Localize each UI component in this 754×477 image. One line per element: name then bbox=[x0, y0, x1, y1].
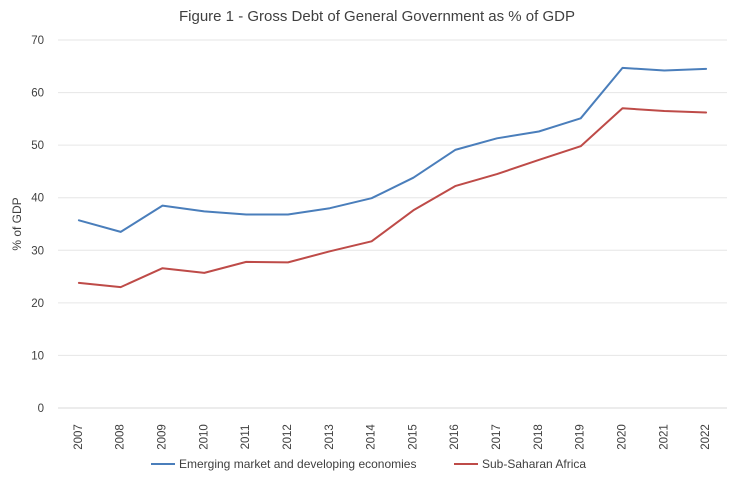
data-point bbox=[203, 210, 205, 212]
data-point bbox=[580, 145, 582, 147]
data-point bbox=[78, 219, 80, 221]
data-point bbox=[329, 207, 331, 209]
y-tick-label: 10 bbox=[31, 350, 44, 362]
y-tick-label: 0 bbox=[38, 403, 44, 415]
data-point bbox=[496, 173, 498, 175]
data-point bbox=[412, 177, 414, 179]
x-tick-label: 2009 bbox=[157, 424, 169, 450]
x-tick-label: 2010 bbox=[198, 424, 210, 450]
data-point bbox=[412, 209, 414, 211]
data-point bbox=[287, 214, 289, 216]
data-point bbox=[580, 117, 582, 119]
data-point bbox=[78, 282, 80, 284]
data-point bbox=[496, 137, 498, 139]
data-point bbox=[162, 267, 164, 269]
data-point bbox=[245, 214, 247, 216]
data-point bbox=[538, 159, 540, 161]
y-axis-label: % of GDP bbox=[10, 197, 24, 250]
data-point bbox=[663, 70, 665, 72]
x-tick-label: 2020 bbox=[616, 424, 628, 450]
data-point bbox=[162, 205, 164, 207]
data-point bbox=[454, 185, 456, 187]
y-tick-label: 70 bbox=[31, 35, 44, 47]
data-point bbox=[371, 240, 373, 242]
x-tick-label: 2007 bbox=[73, 424, 85, 450]
data-point bbox=[203, 272, 205, 274]
x-tick-label: 2008 bbox=[115, 424, 127, 450]
chart-title: Figure 1 - Gross Debt of General Governm… bbox=[179, 8, 575, 25]
y-tick-label: 60 bbox=[31, 88, 44, 100]
x-tick-label: 2012 bbox=[282, 424, 294, 450]
data-point bbox=[245, 261, 247, 263]
data-point bbox=[329, 250, 331, 252]
series-line-1 bbox=[77, 66, 708, 233]
x-tick-label: 2015 bbox=[407, 424, 419, 450]
data-point bbox=[371, 197, 373, 199]
legend: Emerging market and developing economies… bbox=[151, 457, 586, 471]
y-tick-label: 40 bbox=[31, 193, 44, 205]
data-point bbox=[622, 107, 624, 109]
data-point bbox=[622, 67, 624, 69]
y-axis-ticks: 0 10 20 30 40 50 60 70 bbox=[31, 35, 44, 415]
data-point bbox=[287, 261, 289, 263]
data-point bbox=[705, 112, 707, 114]
x-tick-label: 2022 bbox=[700, 424, 712, 450]
series-lines bbox=[77, 66, 708, 289]
x-tick-label: 2014 bbox=[366, 424, 378, 450]
series-line-2 bbox=[77, 107, 708, 289]
data-point bbox=[663, 110, 665, 112]
legend-label: Emerging market and developing economies bbox=[179, 457, 416, 471]
x-tick-label: 2013 bbox=[324, 424, 336, 450]
data-point bbox=[538, 131, 540, 133]
x-tick-label: 2021 bbox=[658, 424, 670, 450]
x-tick-label: 2011 bbox=[240, 425, 252, 450]
y-tick-label: 30 bbox=[31, 245, 44, 257]
x-tick-label: 2016 bbox=[449, 424, 461, 450]
x-tick-label: 2018 bbox=[533, 424, 545, 450]
data-point bbox=[705, 68, 707, 70]
data-point bbox=[120, 231, 122, 233]
data-point bbox=[120, 286, 122, 288]
y-tick-label: 20 bbox=[31, 298, 44, 310]
x-axis-ticks: 2007 2008 2009 2010 2011 2012 2013 2014 2015 2016… bbox=[73, 424, 712, 450]
x-tick-label: 2017 bbox=[491, 424, 503, 450]
gridlines bbox=[58, 39, 727, 409]
legend-label: Sub-Saharan Africa bbox=[482, 457, 586, 471]
x-tick-label: 2019 bbox=[575, 424, 587, 450]
data-point bbox=[454, 149, 456, 151]
y-tick-label: 50 bbox=[31, 140, 44, 152]
